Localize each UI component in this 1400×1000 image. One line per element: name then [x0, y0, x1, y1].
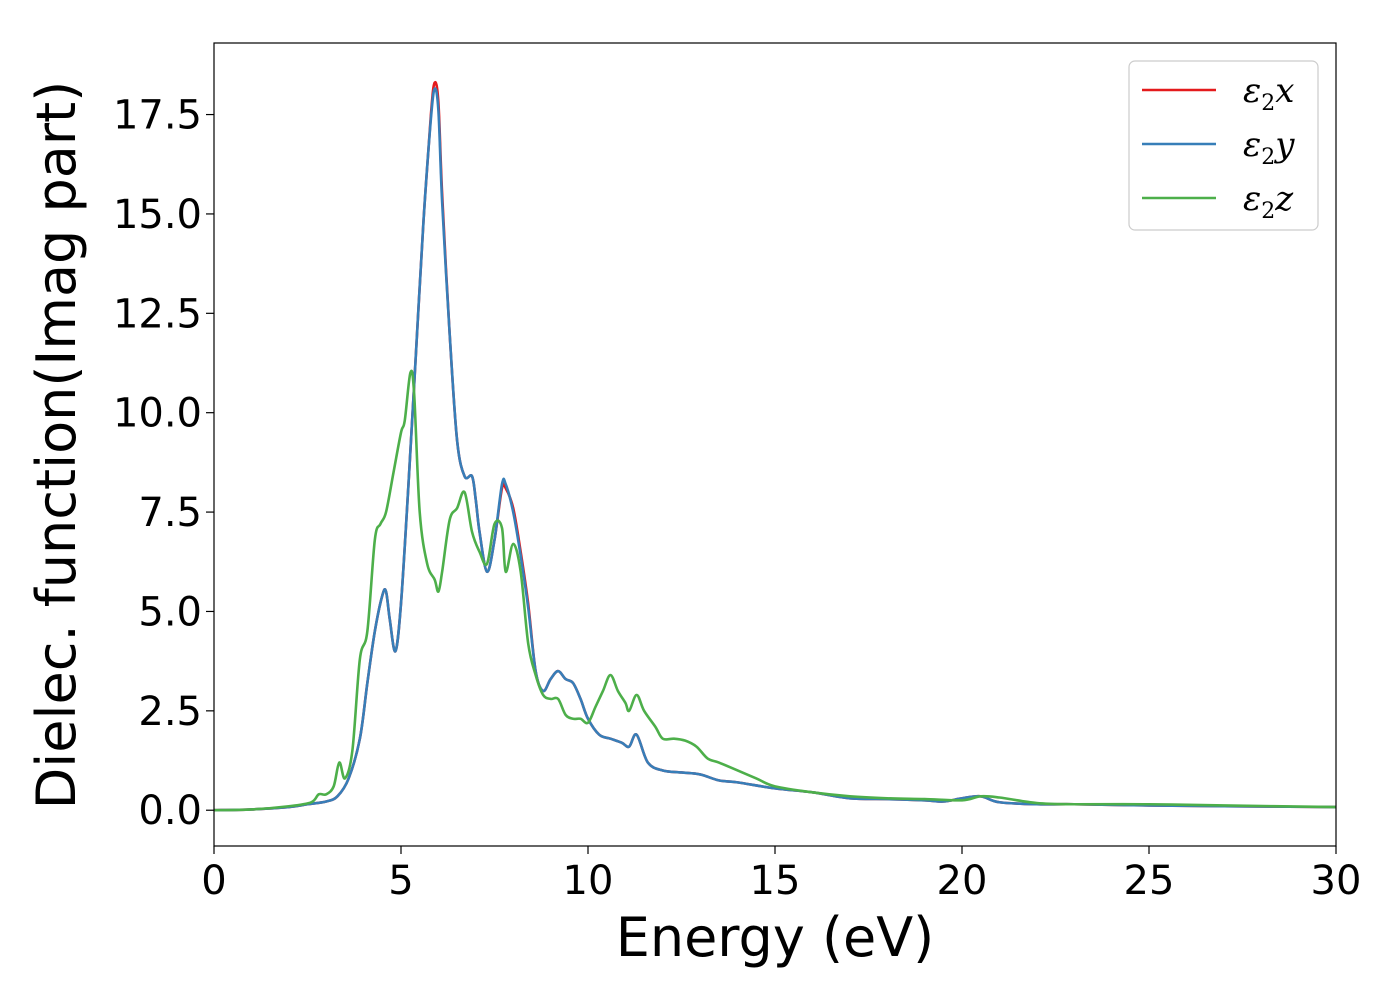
legend-label-x: ε2x	[1243, 71, 1294, 116]
legend-label-z: ε2z	[1243, 179, 1294, 224]
x-tick-label: 5	[388, 858, 413, 904]
y-tick-label: 12.5	[113, 291, 202, 337]
x-tick-label: 0	[201, 858, 226, 904]
x-tick-label: 10	[563, 858, 614, 904]
x-axis-label: Energy (eV)	[616, 906, 935, 969]
x-tick-label: 30	[1311, 858, 1362, 904]
legend-label-y: ε2y	[1243, 125, 1295, 170]
series-line-z	[213, 369, 1337, 812]
y-axis-ticks: 0.0 2.5 5.0 7.5 10.0 12.5 15.0 17.5	[113, 93, 214, 834]
y-tick-label: 7.5	[138, 490, 202, 536]
series-line-y	[213, 87, 1337, 812]
x-tick-label: 20	[937, 858, 988, 904]
legend-box	[1128, 60, 1319, 231]
legend: ε2x ε2y ε2z	[1128, 60, 1319, 231]
x-tick-label: 25	[1124, 858, 1175, 904]
y-axis-label: Dielec. function(Imag part)	[25, 81, 88, 810]
y-tick-label: 0.0	[138, 788, 202, 834]
y-tick-label: 2.5	[138, 689, 202, 735]
y-tick-label: 15.0	[113, 192, 202, 238]
series-layer	[213, 80, 1337, 812]
x-tick-label: 15	[750, 858, 801, 904]
y-tick-label: 5.0	[138, 589, 202, 635]
x-axis-ticks: 0 5 10 15 20 25 30	[201, 846, 1361, 904]
y-tick-label: 17.5	[113, 93, 202, 139]
y-tick-label: 10.0	[113, 391, 202, 437]
